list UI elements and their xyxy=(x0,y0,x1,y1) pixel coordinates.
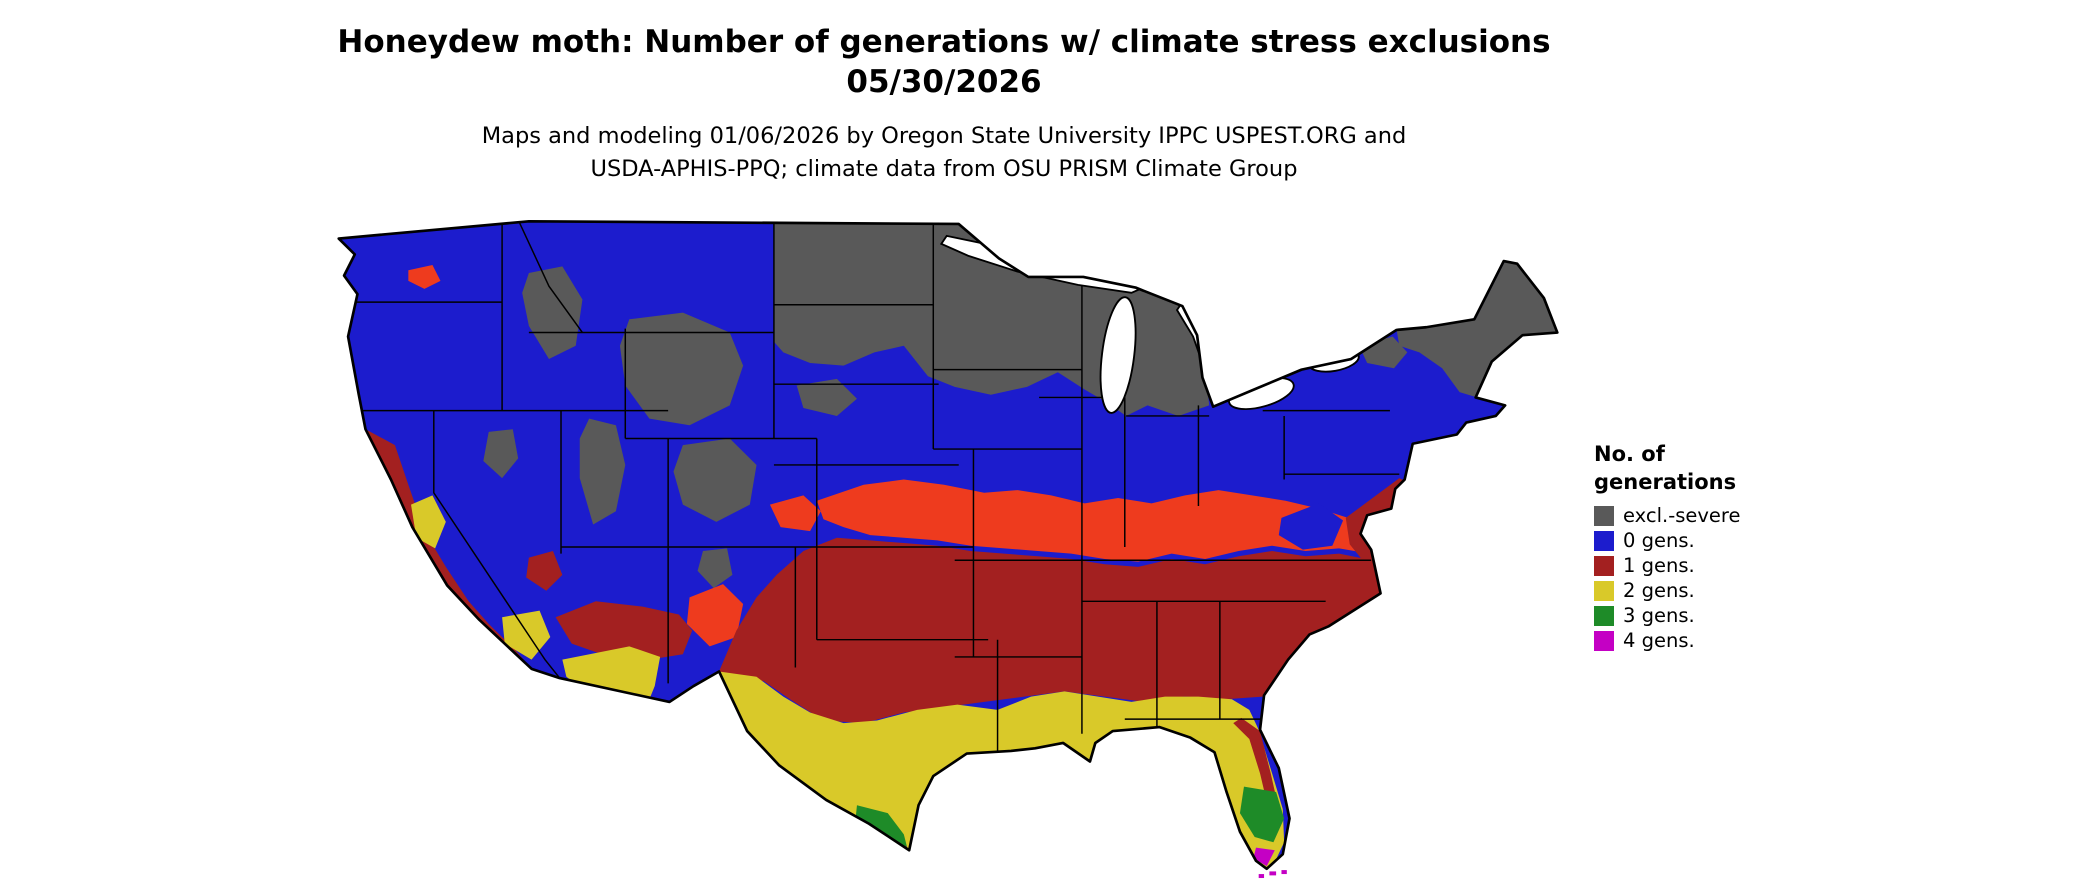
legend-item: 3 gens. xyxy=(1594,603,1834,628)
region-4-gens xyxy=(901,846,1275,867)
florida-keys-4-gens xyxy=(1258,870,1287,879)
legend-label: 0 gens. xyxy=(1623,529,1695,552)
legend-label: excl.-severe xyxy=(1623,504,1741,527)
legend-swatch-0-gens xyxy=(1594,530,1614,551)
legend-label: 4 gens. xyxy=(1623,629,1695,652)
us-generations-map xyxy=(337,220,1559,879)
legend-swatch-excl-severe xyxy=(1594,505,1614,526)
legend-label: 3 gens. xyxy=(1623,604,1695,627)
conus-outline xyxy=(337,220,1559,871)
legend-items: excl.-severe 0 gens. 1 gens. 2 gens. 3 g… xyxy=(1594,503,1834,653)
subtitle-line1: Maps and modeling 01/06/2026 by Oregon S… xyxy=(481,123,1407,149)
lake-michigan xyxy=(1099,296,1137,414)
legend-swatch-1-gens xyxy=(1594,555,1614,576)
legend-swatch-3-gens xyxy=(1594,605,1614,626)
map-date: 05/30/2026 xyxy=(846,64,1042,100)
legend-label: 1 gens. xyxy=(1623,554,1695,577)
legend-item: 4 gens. xyxy=(1594,628,1834,653)
legend-title: No. of generations xyxy=(1594,442,1737,494)
state-borders xyxy=(346,222,1400,753)
legend-item: 1 gens. xyxy=(1594,553,1834,578)
legend-swatch-2-gens xyxy=(1594,580,1614,601)
legend-item: 2 gens. xyxy=(1594,578,1834,603)
legend: No. of generations excl.-severe 0 gens. … xyxy=(1594,440,1834,653)
region-0-gens-appalachia xyxy=(1278,503,1344,550)
legend-item: 0 gens. xyxy=(1594,528,1834,553)
region-transition-band xyxy=(408,265,1376,647)
subtitle-line2: USDA-APHIS-PPQ; climate data from OSU PR… xyxy=(590,156,1298,182)
title-block: Honeydew moth: Number of generations w/ … xyxy=(0,22,1888,186)
legend-swatch-4-gens xyxy=(1594,630,1614,651)
legend-item: excl.-severe xyxy=(1594,503,1834,528)
map-title: Honeydew moth: Number of generations w/ … xyxy=(337,24,1551,60)
legend-label: 2 gens. xyxy=(1623,579,1695,602)
region-3-gens xyxy=(855,786,1285,851)
